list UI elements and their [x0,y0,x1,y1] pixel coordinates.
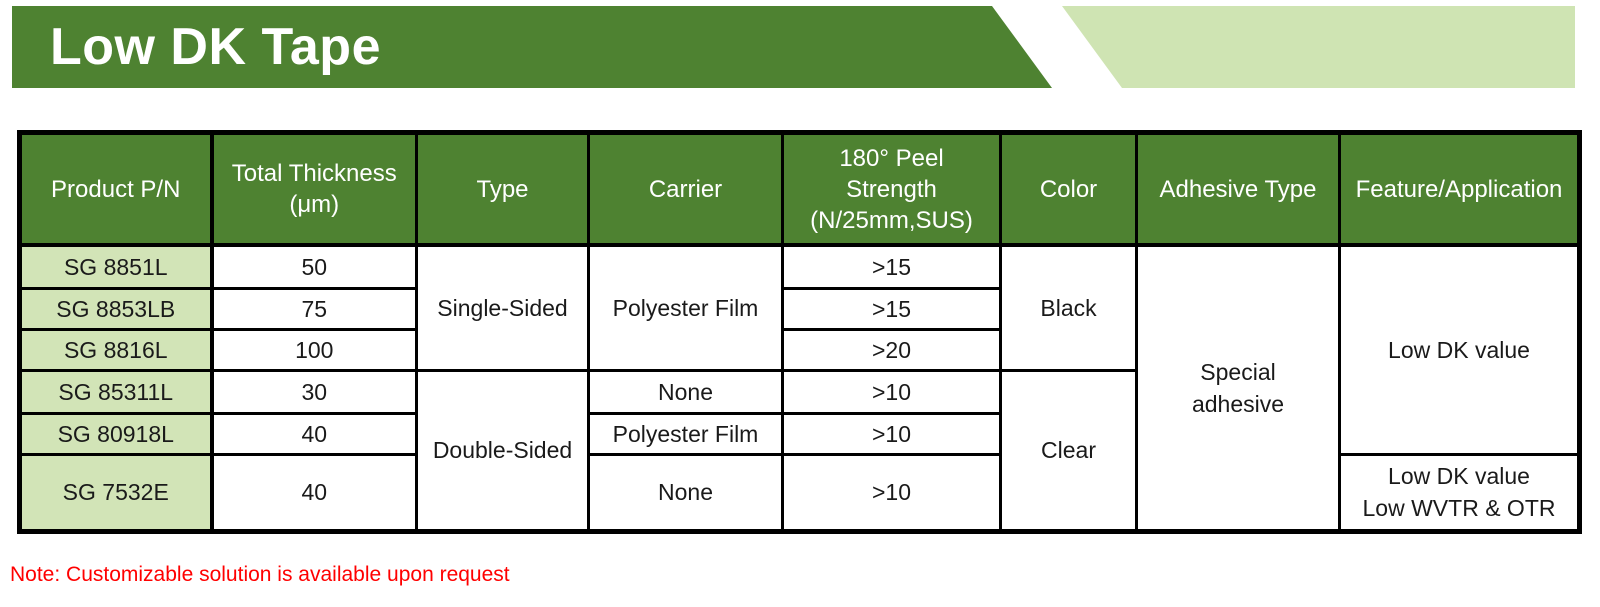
adhesive-line2: adhesive [1191,390,1285,417]
feature-row6-line2: Low WVTR & OTR [1362,495,1556,521]
peel-strength-cell: >15 [781,243,1002,290]
title-banner: Low DK Tape [12,6,1575,88]
peel-strength-cell: >20 [781,327,1002,372]
peel-strength-cell: >10 [781,368,1002,415]
color-cell-clear: Clear [999,368,1138,533]
product-pn-cell: SG 80918L [18,411,214,456]
note-text: Note: Customizable solution is available… [10,563,510,586]
table-row: SG 8853LB 75 >15 [18,286,1580,331]
banner-dark-shape: Low DK Tape [12,6,1052,88]
feature-row6-line1: Low DK value [1388,463,1530,489]
adhesive-type-cell: Special adhesive [1135,243,1341,533]
table-row: SG 80918L 40 Polyester Film >10 [18,411,1580,456]
thickness-cell: 50 [210,243,418,290]
carrier-cell: None [587,368,784,415]
header-total-thickness: Total Thickness (μm) [210,131,418,247]
header-peel-line3: (N/25mm,SUS) [810,206,973,234]
header-adhesive-type: Adhesive Type [1135,131,1341,247]
table-row: SG 8816L 100 >20 [18,327,1580,372]
peel-strength-cell: >15 [781,286,1002,331]
header-type: Type [415,131,590,247]
carrier-cell: Polyester Film [587,411,784,456]
product-pn-cell: SG 7532E [18,452,214,533]
thickness-cell: 40 [210,452,418,533]
thickness-cell: 40 [210,411,418,456]
thickness-cell: 75 [210,286,418,331]
color-cell-black: Black [999,243,1138,372]
table-row: SG 7532E 40 None >10 Low DK value Low WV… [18,452,1581,533]
table-row: SG 85311L 30 Double-Sided None >10 Clear [18,368,1580,533]
header-feature-application: Feature/Application [1338,131,1581,247]
peel-strength-cell: >10 [781,411,1002,456]
header-product-pn: Product P/N [18,131,214,247]
product-pn-cell: SG 8816L [18,327,214,372]
header-peel-strength: 180° Peel Strength (N/25mm,SUS) [781,131,1002,247]
page-title: Low DK Tape [50,18,381,76]
product-pn-cell: SG 8851L [18,243,214,290]
carrier-cell: Polyester Film [587,243,784,372]
table-row: SG 8851L 50 Single-Sided Polyester Film … [18,243,1581,533]
header-color: Color [999,131,1138,247]
header-carrier: Carrier [587,131,784,247]
header-total-thickness-line1: Total Thickness [231,160,397,187]
thickness-cell: 30 [210,368,418,415]
header-peel-line2: Strength [846,175,937,203]
type-cell-double-sided: Double-Sided [415,368,590,533]
feature-cell-last: Low DK value Low WVTR & OTR [1338,452,1581,533]
thickness-cell: 100 [210,327,418,372]
peel-strength-cell: >10 [781,452,1002,533]
header-total-thickness-line2: (μm) [289,191,340,218]
header-row: Product P/N Total Thickness (μm) Type Ca… [18,131,1581,247]
banner-light-shape [1062,6,1575,88]
type-cell-single-sided: Single-Sided [415,243,590,372]
product-pn-cell: SG 85311L [18,368,214,415]
adhesive-line1: Special [1200,358,1276,385]
carrier-cell: None [587,452,784,533]
spec-table: Product P/N Total Thickness (μm) Type Ca… [17,130,1582,534]
product-pn-cell: SG 8853LB [18,286,214,331]
feature-cell-main: Low DK value [1338,243,1581,456]
header-peel-line1: 180° Peel [839,144,944,172]
